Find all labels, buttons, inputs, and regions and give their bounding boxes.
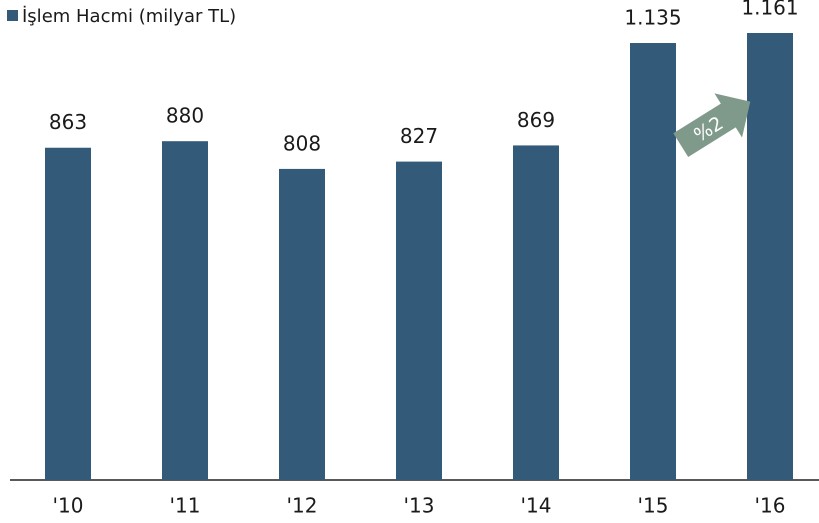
value-label: 827: [400, 124, 438, 148]
legend-swatch: [7, 10, 18, 21]
value-label: 863: [49, 110, 87, 134]
bar: [396, 161, 442, 481]
bar: [747, 33, 793, 480]
x-tick-label: '16: [755, 494, 786, 518]
x-tick-label: '14: [521, 494, 552, 518]
bar: [279, 168, 325, 481]
x-tick-label: '10: [53, 494, 84, 518]
bar: [630, 43, 676, 480]
x-tick-label: '12: [287, 494, 318, 518]
bar: [45, 147, 91, 480]
arrow-shape: [673, 93, 751, 158]
value-label: 880: [166, 104, 204, 128]
x-tick-label: '11: [170, 494, 201, 518]
legend-label: İşlem Hacmi (milyar TL): [22, 6, 236, 27]
bar: [162, 141, 208, 480]
value-label: 869: [517, 108, 555, 132]
x-tick-label: '15: [638, 494, 669, 518]
x-tick-label: '13: [404, 494, 435, 518]
bar: [513, 145, 559, 480]
value-label: 1.161: [741, 0, 798, 20]
value-label: 808: [283, 131, 321, 155]
value-label: 1.135: [624, 6, 681, 30]
